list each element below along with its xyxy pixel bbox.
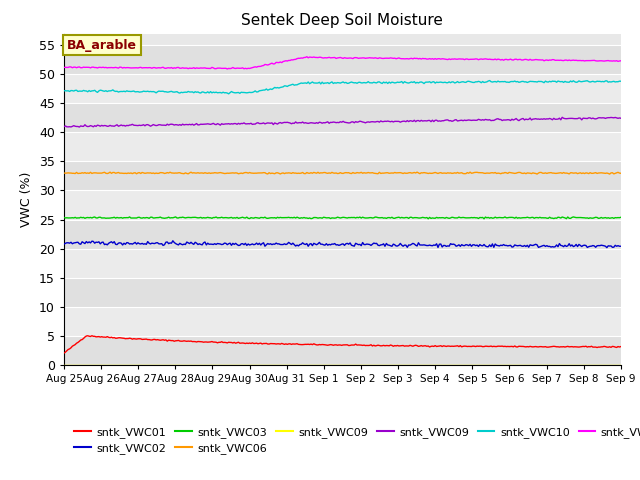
Bar [64,191,621,219]
Bar [64,74,621,103]
Bar [64,103,621,132]
sntk_VWC09 [60,124,68,130]
sntk_VWC09 [76,124,83,130]
sntk_VWC09 [463,118,471,123]
sntk_VWC10 [243,90,251,96]
Y-axis label: VWC (%): VWC (%) [20,171,33,227]
sntk_VWC02 [603,245,611,251]
sntk_VWC11 [243,66,251,72]
sntk_VWC02 [127,241,135,247]
Text: BA_arable: BA_arable [67,38,137,51]
Line: sntk_VWC10: sntk_VWC10 [64,81,621,94]
Line: sntk_VWC01: sntk_VWC01 [64,336,621,353]
sntk_VWC11 [282,58,290,64]
sntk_VWC09 [410,362,418,368]
sntk_VWC06 [606,171,614,177]
sntk_VWC02 [243,242,251,248]
sntk_VWC03 [412,215,419,220]
sntk_VWC02 [282,241,290,247]
sntk_VWC10 [463,79,471,84]
Line: sntk_VWC09: sntk_VWC09 [64,117,621,127]
sntk_VWC10 [412,80,419,86]
sntk_VWC11 [223,66,231,72]
Legend: sntk_VWC01, sntk_VWC02, sntk_VWC03, sntk_VWC06, sntk_VWC09, sntk_VWC09, sntk_VWC: sntk_VWC01, sntk_VWC02, sntk_VWC03, sntk… [70,422,640,458]
sntk_VWC10 [225,91,232,96]
sntk_VWC10 [282,83,290,89]
sntk_VWC06 [413,169,421,175]
sntk_VWC01 [463,344,471,349]
Bar [64,249,621,277]
sntk_VWC09 [558,114,566,120]
sntk_VWC02 [169,238,177,244]
sntk_VWC11 [468,56,476,62]
sntk_VWC03 [243,214,251,220]
sntk_VWC01 [617,344,625,349]
sntk_VWC09 [462,362,470,368]
sntk_VWC09 [467,117,474,123]
sntk_VWC03 [172,214,179,220]
sntk_VWC03 [463,215,471,221]
sntk_VWC09 [281,362,289,368]
sntk_VWC01 [282,341,290,347]
Bar [64,45,621,74]
sntk_VWC03 [127,215,135,221]
Bar [64,307,621,336]
sntk_VWC02 [467,241,474,247]
sntk_VWC09 [617,362,625,368]
sntk_VWC09 [60,362,68,368]
sntk_VWC10 [467,79,474,84]
sntk_VWC01 [412,342,419,348]
sntk_VWC09 [241,362,249,368]
sntk_VWC01 [467,344,474,349]
sntk_VWC09 [412,119,419,124]
sntk_VWC03 [467,215,474,221]
sntk_VWC06 [127,170,135,176]
sntk_VWC09 [465,362,472,368]
sntk_VWC06 [463,170,471,176]
Bar [64,336,621,365]
sntk_VWC06 [410,169,418,175]
sntk_VWC10 [60,88,68,94]
sntk_VWC11 [127,65,135,71]
Line: sntk_VWC03: sntk_VWC03 [64,217,621,219]
sntk_VWC06 [617,170,625,176]
sntk_VWC01 [129,336,136,342]
Bar [64,132,621,161]
sntk_VWC09 [127,362,135,368]
sntk_VWC03 [480,216,488,222]
Line: sntk_VWC11: sntk_VWC11 [64,57,621,69]
sntk_VWC06 [281,171,289,177]
sntk_VWC09 [282,120,290,125]
sntk_VWC06 [60,170,68,176]
sntk_VWC11 [303,54,310,60]
sntk_VWC10 [617,78,625,84]
Bar [64,277,621,307]
Bar [64,219,621,249]
sntk_VWC09 [129,121,136,127]
sntk_VWC02 [463,242,471,248]
sntk_VWC10 [127,89,135,95]
sntk_VWC02 [412,242,419,248]
sntk_VWC10 [486,78,493,84]
sntk_VWC06 [467,169,474,175]
sntk_VWC01 [88,333,96,338]
sntk_VWC03 [282,215,290,220]
sntk_VWC09 [617,115,625,121]
Title: Sentek Deep Soil Moisture: Sentek Deep Soil Moisture [241,13,444,28]
sntk_VWC11 [465,57,472,62]
sntk_VWC11 [60,65,68,71]
sntk_VWC11 [617,58,625,64]
sntk_VWC02 [617,243,625,249]
sntk_VWC09 [243,121,251,127]
sntk_VWC02 [60,241,68,247]
Line: sntk_VWC06: sntk_VWC06 [64,172,621,174]
sntk_VWC01 [60,350,68,356]
sntk_VWC03 [60,215,68,220]
sntk_VWC01 [243,340,251,346]
Line: sntk_VWC02: sntk_VWC02 [64,241,621,248]
sntk_VWC11 [413,56,421,61]
sntk_VWC03 [617,215,625,220]
Bar [64,161,621,191]
sntk_VWC06 [241,169,249,175]
